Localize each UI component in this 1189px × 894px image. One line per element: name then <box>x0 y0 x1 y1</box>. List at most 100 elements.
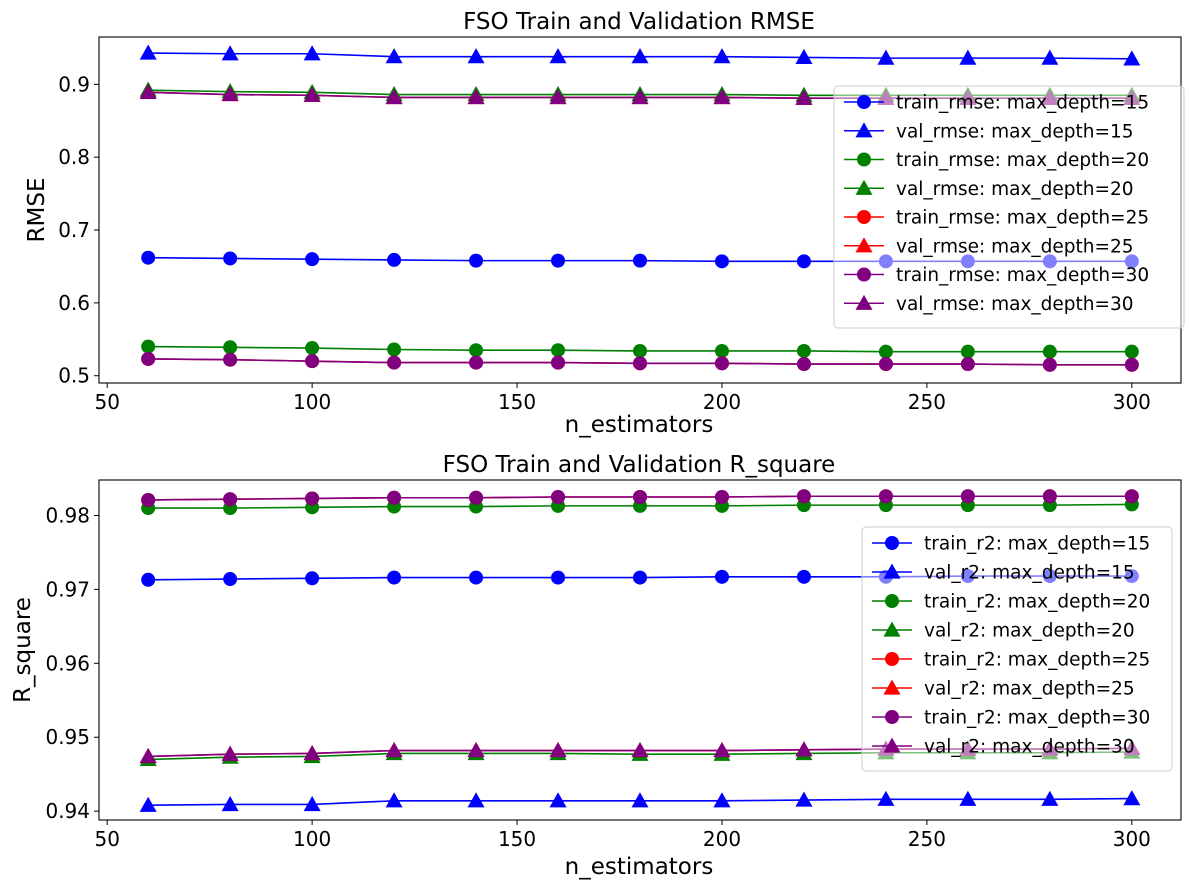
point-val-rmse-max-depth-15 <box>221 45 239 61</box>
point-train-rmse-max-depth-30 <box>305 354 320 369</box>
rmse-legend-entry: train_rmse: max_depth=20 <box>844 150 1149 171</box>
point-val-r2-max-depth-30 <box>631 742 649 758</box>
point-train-rmse-max-depth-15 <box>141 250 156 265</box>
r-square-plot-frame <box>98 479 1182 821</box>
rmse-legend-marker <box>857 152 871 167</box>
r-square-legend-entry: val_r2: max_depth=20 <box>872 621 1135 642</box>
point-val-r2-max-depth-30 <box>467 742 485 758</box>
rmse-legend-marker <box>855 294 873 310</box>
point-train-rmse-max-depth-20 <box>1124 344 1139 359</box>
rmse-legend-entry: train_rmse: max_depth=15 <box>844 93 1149 114</box>
point-val-rmse-max-depth-30 <box>303 86 321 102</box>
point-train-rmse-max-depth-20 <box>633 343 647 358</box>
rmse-legend-label: val_rmse: max_depth=25 <box>896 236 1134 257</box>
point-train-rmse-max-depth-20 <box>387 342 402 357</box>
point-train-r2-max-depth-15 <box>551 570 566 585</box>
point-train-rmse-max-depth-20 <box>141 339 156 354</box>
point-val-r2-max-depth-30 <box>385 742 403 758</box>
point-val-r2-max-depth-15 <box>303 795 321 812</box>
point-train-rmse-max-depth-30 <box>223 352 238 367</box>
r-square-legend-marker <box>885 536 899 550</box>
series-train-r2-max-depth-30 <box>141 489 1139 507</box>
point-train-r2-max-depth-30 <box>1042 489 1057 504</box>
point-train-rmse-max-depth-15 <box>633 253 647 268</box>
point-val-r2-max-depth-30 <box>795 741 813 757</box>
rmse-x-tick-label: 150 <box>498 390 536 414</box>
point-train-rmse-max-depth-20 <box>878 344 893 359</box>
r-square-legend-label: val_r2: max_depth=25 <box>924 679 1135 700</box>
r-square-legend-label: train_r2: max_depth=15 <box>924 534 1150 555</box>
point-train-rmse-max-depth-30 <box>387 355 402 370</box>
r-square-x-tick-label: 50 <box>94 827 119 851</box>
r-square-x-tick-label: 100 <box>293 827 331 851</box>
point-val-rmse-max-depth-15 <box>303 45 321 61</box>
point-train-rmse-max-depth-15 <box>551 253 566 268</box>
rmse-legend-entry: val_rmse: max_depth=15 <box>844 121 1134 142</box>
r-square-legend-entry: train_r2: max_depth=20 <box>872 592 1150 613</box>
point-val-rmse-max-depth-30 <box>549 88 567 105</box>
r-square-legend-entry: train_r2: max_depth=30 <box>872 708 1150 729</box>
point-val-rmse-max-depth-15 <box>1041 49 1059 65</box>
point-val-r2-max-depth-15 <box>1123 790 1141 806</box>
r-square-legend-label: val_r2: max_depth=30 <box>924 737 1135 758</box>
rmse-legend-label: val_rmse: max_depth=30 <box>896 294 1134 315</box>
r-square-x-tick-label: 300 <box>1113 827 1151 851</box>
r-square-x-tick-label: 250 <box>908 827 946 851</box>
point-val-rmse-max-depth-15 <box>467 48 485 64</box>
rmse-panel: FSO Train and Validation RMSE 50 100 150 20… <box>24 9 1185 438</box>
point-train-r2-max-depth-15 <box>305 571 320 586</box>
rmse-y-tick-label: 0.7 <box>58 218 90 242</box>
point-val-r2-max-depth-30 <box>139 747 157 764</box>
point-val-r2-max-depth-15 <box>1041 790 1059 806</box>
r-square-legend-marker <box>885 710 899 724</box>
point-val-r2-max-depth-15 <box>221 795 239 812</box>
point-train-rmse-max-depth-20 <box>305 341 320 356</box>
point-train-rmse-max-depth-30 <box>633 356 647 371</box>
point-train-rmse-max-depth-20 <box>714 343 729 358</box>
point-train-rmse-max-depth-15 <box>387 252 402 267</box>
point-val-r2-max-depth-30 <box>221 745 239 761</box>
point-train-r2-max-depth-30 <box>796 489 811 504</box>
point-train-r2-max-depth-30 <box>1124 489 1139 504</box>
r-square-legend-marker <box>885 594 899 608</box>
point-train-r2-max-depth-30 <box>878 489 893 504</box>
r-square-y-tick-label: 0.96 <box>45 651 90 675</box>
point-train-r2-max-depth-15 <box>633 570 647 585</box>
point-train-r2-max-depth-15 <box>223 572 238 587</box>
r-square-y-tick-label: 0.94 <box>45 799 90 823</box>
point-val-r2-max-depth-15 <box>795 791 813 807</box>
rmse-legend-entry: val_rmse: max_depth=30 <box>844 294 1134 315</box>
rmse-legend-label: val_rmse: max_depth=15 <box>896 121 1134 142</box>
r-square-legend-entry: train_r2: max_depth=25 <box>872 650 1150 671</box>
point-train-rmse-max-depth-20 <box>1042 344 1057 359</box>
rmse-legend-entry: train_rmse: max_depth=25 <box>844 208 1149 229</box>
r-square-legend: train_r2: max_depth=15 val_r2: max_depth=… <box>861 526 1173 772</box>
point-train-rmse-max-depth-30 <box>1124 357 1139 372</box>
point-val-rmse-max-depth-15 <box>713 48 731 64</box>
point-train-r2-max-depth-15 <box>714 569 729 584</box>
point-train-rmse-max-depth-30 <box>141 351 156 366</box>
point-val-rmse-max-depth-15 <box>549 48 567 64</box>
r-square-legend-entry: val_r2: max_depth=30 <box>872 737 1135 758</box>
r-square-legend-label: train_r2: max_depth=25 <box>924 650 1150 671</box>
series-train-rmse-max-depth-30 <box>141 351 1139 372</box>
r-square-legend-label: val_r2: max_depth=20 <box>924 621 1135 642</box>
point-val-rmse-max-depth-15 <box>877 49 895 65</box>
point-train-r2-max-depth-30 <box>305 491 320 506</box>
rmse-x-tick-label: 100 <box>293 390 331 414</box>
rmse-legend-frame <box>833 85 1185 329</box>
r-square-x-tick-label: 150 <box>498 827 536 851</box>
rmse-x-tick-label: 50 <box>94 390 119 414</box>
r-square-legend-marker <box>883 737 901 753</box>
point-val-r2-max-depth-15 <box>877 790 895 806</box>
point-train-r2-max-depth-30 <box>141 492 156 507</box>
point-train-rmse-max-depth-20 <box>551 343 566 358</box>
point-val-r2-max-depth-30 <box>549 742 567 758</box>
point-val-r2-max-depth-15 <box>631 792 649 808</box>
point-train-rmse-max-depth-15 <box>305 252 320 267</box>
point-val-r2-max-depth-15 <box>549 792 567 808</box>
point-train-rmse-max-depth-20 <box>960 344 975 359</box>
point-train-rmse-max-depth-15 <box>223 251 238 266</box>
point-val-rmse-max-depth-15 <box>959 49 977 65</box>
